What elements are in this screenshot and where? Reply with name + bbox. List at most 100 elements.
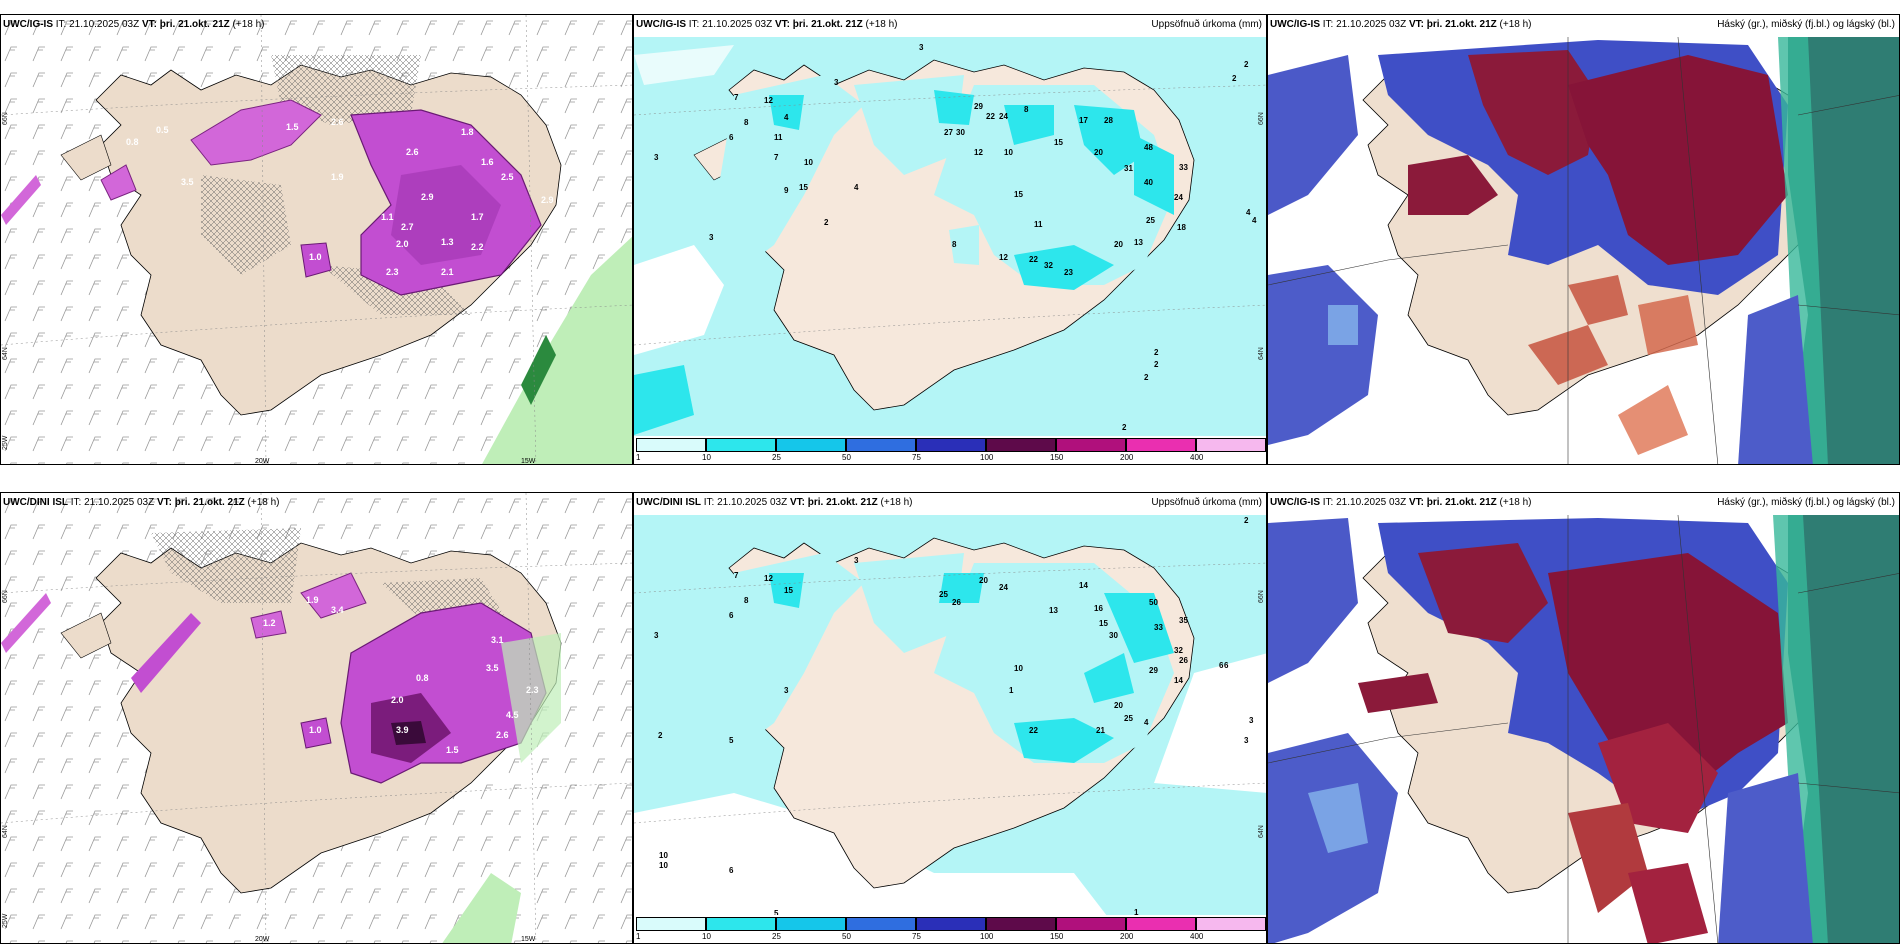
svg-text:1.5: 1.5 <box>446 745 459 755</box>
panel-precip-bottom: UWC/DINI ISL IT: 21.10.2025 03Z VT: þri.… <box>633 492 1267 944</box>
svg-text:17: 17 <box>1079 116 1088 125</box>
legend-swatch <box>1056 917 1126 931</box>
svg-text:1.6: 1.6 <box>481 157 494 167</box>
panel-right-title: Uppsöfnuð úrkoma (mm) <box>1151 497 1262 508</box>
svg-text:10: 10 <box>1014 664 1023 673</box>
lat-label: 64N <box>2 825 9 838</box>
panel-right-title: Háský (gr.), miðský (fj.bl.) og lágský (… <box>1717 497 1895 508</box>
precip-legend: 1 10 25 50 75 100 150 200 400 <box>634 436 1266 464</box>
svg-text:2.9: 2.9 <box>541 195 554 205</box>
panel-title: UWC/IG-IS IT: 21.10.2025 03Z VT: þri. 21… <box>636 19 898 30</box>
svg-text:33: 33 <box>1154 623 1163 632</box>
legend-swatch <box>1056 438 1126 452</box>
legend-label: 75 <box>912 932 921 941</box>
svg-text:4: 4 <box>784 113 789 122</box>
svg-text:3.5: 3.5 <box>486 663 499 673</box>
svg-text:22: 22 <box>986 112 995 121</box>
legend-label: 150 <box>1050 932 1064 941</box>
svg-text:24: 24 <box>999 112 1008 121</box>
panel-clouds-top: UWC/IG-IS IT: 21.10.2025 03Z VT: þri. 21… <box>1267 14 1900 465</box>
svg-text:3.4: 3.4 <box>331 605 344 615</box>
svg-text:12: 12 <box>999 253 1008 262</box>
legend-label: 200 <box>1120 453 1134 462</box>
svg-text:2.2: 2.2 <box>471 242 484 252</box>
svg-text:3: 3 <box>834 78 839 87</box>
svg-text:4: 4 <box>1246 208 1251 217</box>
legend-swatch <box>986 917 1056 931</box>
svg-text:1.3: 1.3 <box>441 237 454 247</box>
svg-text:15: 15 <box>1099 619 1108 628</box>
svg-text:15: 15 <box>1054 138 1063 147</box>
lat-label: 25W <box>2 913 9 928</box>
svg-text:27: 27 <box>944 128 953 137</box>
svg-text:3: 3 <box>1244 736 1249 745</box>
svg-text:10: 10 <box>804 158 813 167</box>
svg-text:32: 32 <box>1044 261 1053 270</box>
legend-swatch <box>1196 917 1266 931</box>
svg-text:2: 2 <box>1154 348 1159 357</box>
panel-title: UWC/IG-IS IT: 21.10.2025 03Z VT: þri. 21… <box>1270 19 1532 30</box>
legend-label: 100 <box>980 932 994 941</box>
legend-swatch <box>706 917 776 931</box>
svg-text:2.0: 2.0 <box>391 695 404 705</box>
svg-text:20: 20 <box>1114 701 1123 710</box>
svg-text:2.0: 2.0 <box>396 239 409 249</box>
legend-label: 75 <box>912 453 921 462</box>
legend-label: 10 <box>702 453 711 462</box>
legend-label: 400 <box>1190 453 1204 462</box>
svg-text:1: 1 <box>1009 686 1014 695</box>
precip-map: 3 7 8 6 12 7 9 10 11 4 15 29 22 24 27 30… <box>634 37 1266 447</box>
svg-text:2.3: 2.3 <box>386 267 399 277</box>
svg-text:3: 3 <box>784 686 789 695</box>
svg-text:8: 8 <box>1024 105 1029 114</box>
svg-text:2.3: 2.3 <box>526 685 539 695</box>
svg-text:14: 14 <box>1174 676 1183 685</box>
lat-label: 64N <box>1258 347 1265 360</box>
svg-text:2: 2 <box>1244 60 1249 69</box>
legend-swatch <box>776 917 846 931</box>
svg-text:24: 24 <box>1174 193 1183 202</box>
svg-text:48: 48 <box>1144 143 1153 152</box>
svg-text:20: 20 <box>979 576 988 585</box>
lat-label: 64N <box>2 347 9 360</box>
svg-text:25: 25 <box>1124 714 1133 723</box>
lat-label: 25W <box>2 435 9 450</box>
cloud-map <box>1268 514 1899 943</box>
svg-text:2: 2 <box>1144 373 1149 382</box>
svg-text:7: 7 <box>734 93 739 102</box>
svg-text:3: 3 <box>709 233 714 242</box>
panel-precip-top: UWC/IG-IS IT: 21.10.2025 03Z VT: þri. 21… <box>633 14 1267 465</box>
svg-text:23: 23 <box>1064 268 1073 277</box>
lat-label: 66N <box>1258 590 1265 603</box>
legend-swatch <box>1126 438 1196 452</box>
svg-text:9: 9 <box>784 186 789 195</box>
svg-text:5: 5 <box>729 736 734 745</box>
lat-label: 64N <box>1258 825 1265 838</box>
legend-swatch <box>1126 917 1196 931</box>
svg-text:30: 30 <box>1109 631 1118 640</box>
svg-text:8: 8 <box>744 118 749 127</box>
legend-swatch <box>916 438 986 452</box>
svg-text:3: 3 <box>1249 716 1254 725</box>
svg-text:29: 29 <box>1149 666 1158 675</box>
svg-text:6: 6 <box>1224 661 1229 670</box>
legend-swatch <box>986 438 1056 452</box>
svg-text:2.5: 2.5 <box>501 172 514 182</box>
svg-text:6: 6 <box>729 133 734 142</box>
svg-text:2: 2 <box>1154 360 1159 369</box>
svg-text:12: 12 <box>764 96 773 105</box>
svg-text:13: 13 <box>1134 238 1143 247</box>
svg-text:15: 15 <box>1014 190 1023 199</box>
lat-label: 66N <box>2 112 9 125</box>
legend-swatch <box>846 917 916 931</box>
svg-text:40: 40 <box>1144 178 1153 187</box>
svg-text:3: 3 <box>654 153 659 162</box>
wind-precip-map: 1.9 3.4 1.2 3.1 2.0 3.5 1.5 2.6 2.3 1.0 … <box>1 493 632 943</box>
svg-text:20: 20 <box>1094 148 1103 157</box>
panel-title: UWC/IG-IS IT: 21.10.2025 03Z VT: þri. 21… <box>1270 497 1532 508</box>
svg-text:3.9: 3.9 <box>396 725 409 735</box>
svg-text:3.5: 3.5 <box>181 177 194 187</box>
svg-text:3.1: 3.1 <box>491 635 504 645</box>
svg-text:1.8: 1.8 <box>461 127 474 137</box>
svg-text:0.8: 0.8 <box>126 137 139 147</box>
